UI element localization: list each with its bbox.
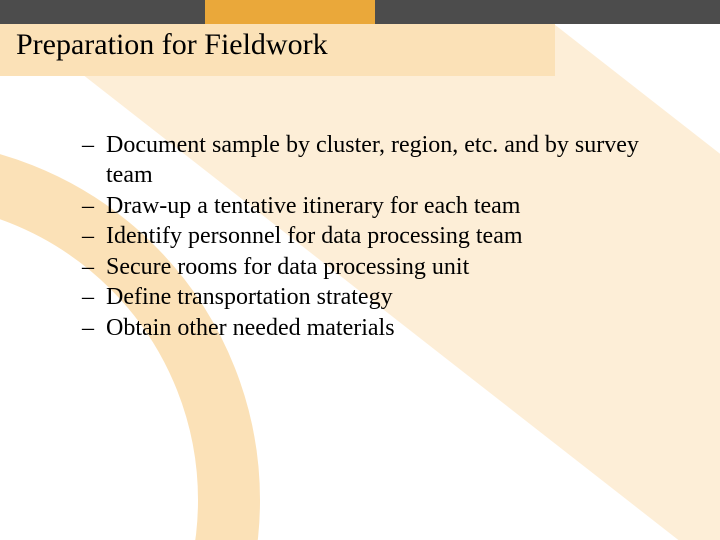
list-item-text: Document sample by cluster, region, etc.… xyxy=(106,130,642,191)
bullet-dash: – xyxy=(82,191,106,221)
slide-title: Preparation for Fieldwork xyxy=(16,28,328,62)
bullet-dash: – xyxy=(82,252,106,282)
list-item-text: Secure rooms for data processing unit xyxy=(106,252,642,282)
list-item: – Define transportation strategy xyxy=(82,282,642,312)
header-bar-grey-left xyxy=(0,0,205,24)
header-bar-grey-right xyxy=(375,0,720,24)
list-item: – Draw-up a tentative itinerary for each… xyxy=(82,191,642,221)
list-item: – Document sample by cluster, region, et… xyxy=(82,130,642,191)
bullet-list: – Document sample by cluster, region, et… xyxy=(82,130,642,343)
bullet-dash: – xyxy=(82,221,106,251)
header-block-orange xyxy=(205,0,375,24)
list-item: – Secure rooms for data processing unit xyxy=(82,252,642,282)
list-item-text: Draw-up a tentative itinerary for each t… xyxy=(106,191,642,221)
list-item: – Identify personnel for data processing… xyxy=(82,221,642,251)
bullet-dash: – xyxy=(82,282,106,312)
bullet-dash: – xyxy=(82,313,106,343)
list-item-text: Define transportation strategy xyxy=(106,282,642,312)
list-item: – Obtain other needed materials xyxy=(82,313,642,343)
list-item-text: Obtain other needed materials xyxy=(106,313,642,343)
list-item-text: Identify personnel for data processing t… xyxy=(106,221,642,251)
bullet-dash: – xyxy=(82,130,106,191)
